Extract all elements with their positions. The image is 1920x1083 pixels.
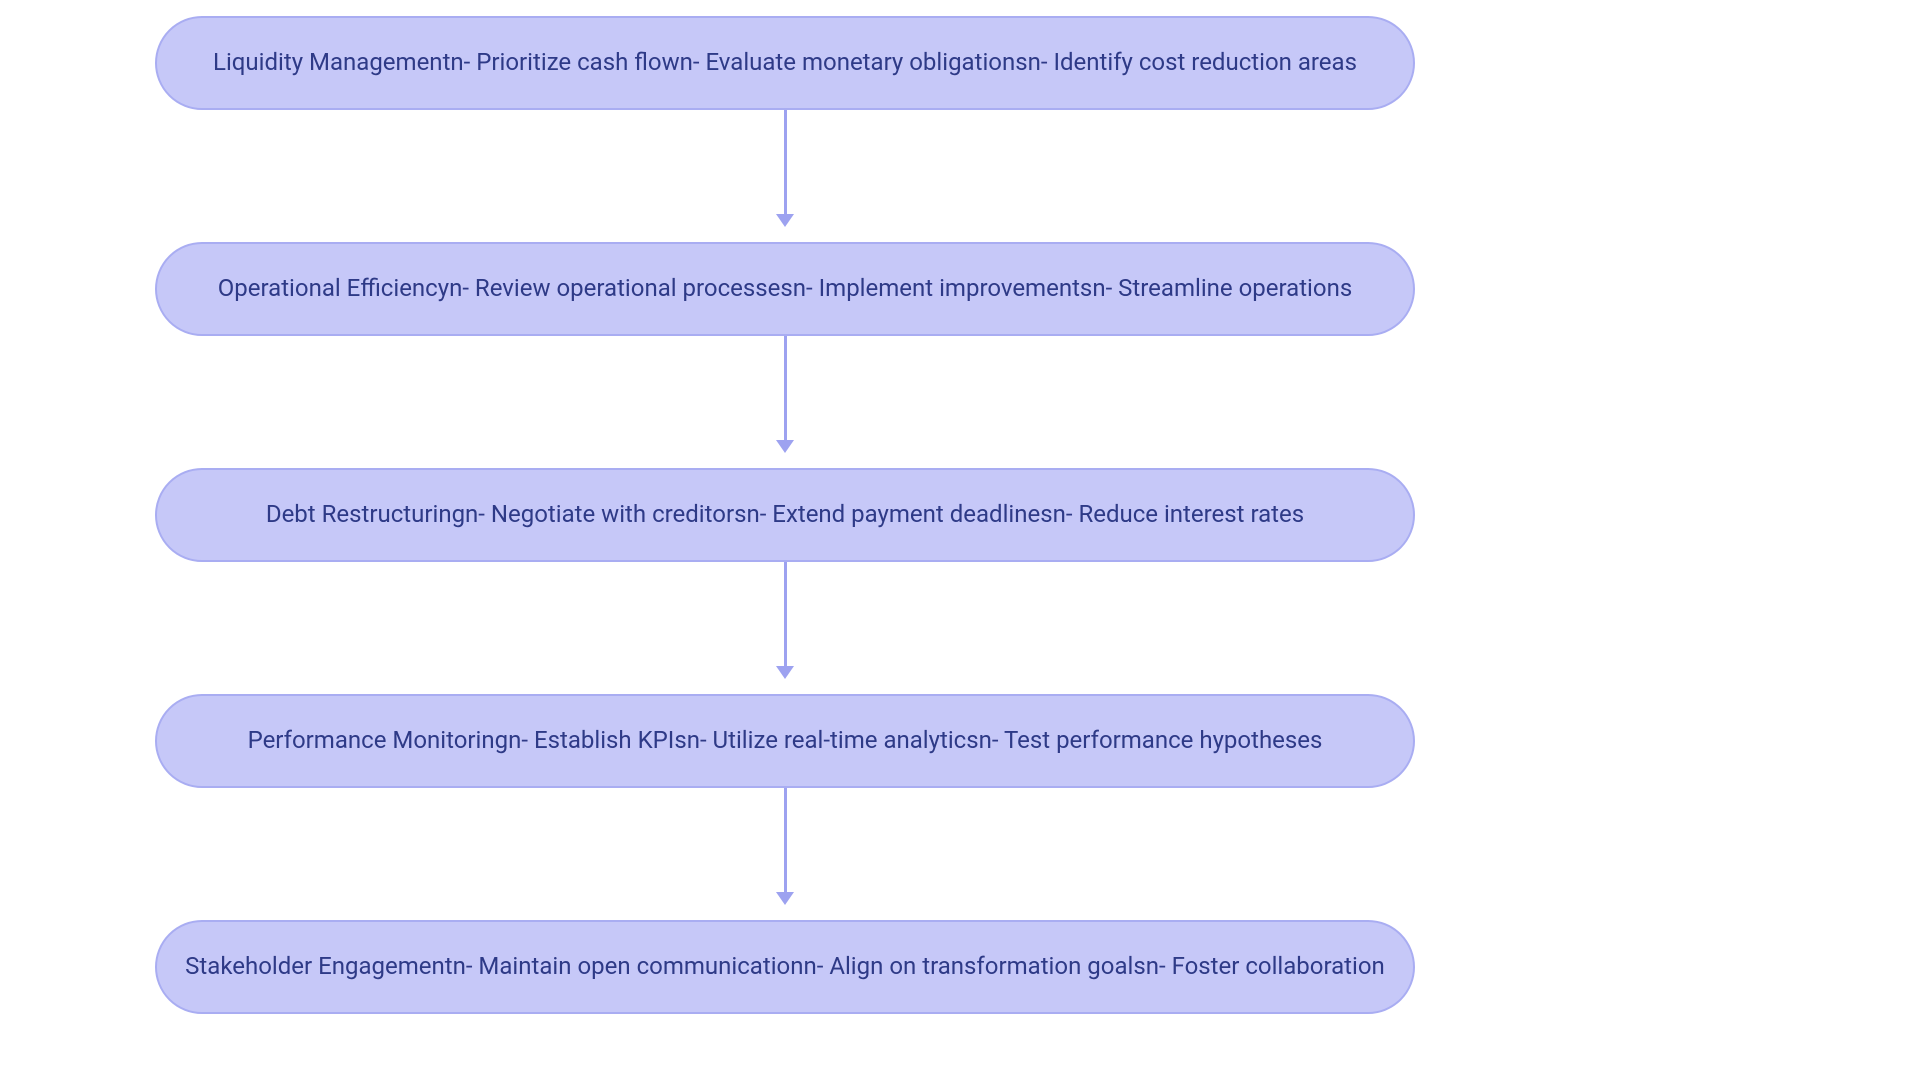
arrow-line: [784, 336, 787, 441]
flowchart-arrow: [776, 336, 794, 453]
flowchart-arrow: [776, 562, 794, 679]
node-label: Performance Monitoringn- Establish KPIsn…: [248, 725, 1323, 756]
flowchart-container: Liquidity Managementn- Prioritize cash f…: [0, 0, 1920, 1083]
arrow-head-icon: [776, 892, 794, 905]
node-label: Liquidity Managementn- Prioritize cash f…: [213, 47, 1357, 78]
arrow-line: [784, 788, 787, 893]
flowchart-node-performance: Performance Monitoringn- Establish KPIsn…: [155, 694, 1415, 788]
flowchart-node-operational: Operational Efficiencyn- Review operatio…: [155, 242, 1415, 336]
flowchart-node-debt: Debt Restructuringn- Negotiate with cred…: [155, 468, 1415, 562]
flowchart-arrow: [776, 110, 794, 227]
flowchart-arrow: [776, 788, 794, 905]
arrow-head-icon: [776, 214, 794, 227]
arrow-line: [784, 562, 787, 667]
flowchart-node-liquidity: Liquidity Managementn- Prioritize cash f…: [155, 16, 1415, 110]
arrow-head-icon: [776, 440, 794, 453]
node-label: Debt Restructuringn- Negotiate with cred…: [266, 499, 1304, 530]
arrow-head-icon: [776, 666, 794, 679]
arrow-line: [784, 110, 787, 215]
node-label: Stakeholder Engagementn- Maintain open c…: [185, 951, 1385, 982]
flowchart-node-stakeholder: Stakeholder Engagementn- Maintain open c…: [155, 920, 1415, 1014]
node-label: Operational Efficiencyn- Review operatio…: [218, 273, 1352, 304]
